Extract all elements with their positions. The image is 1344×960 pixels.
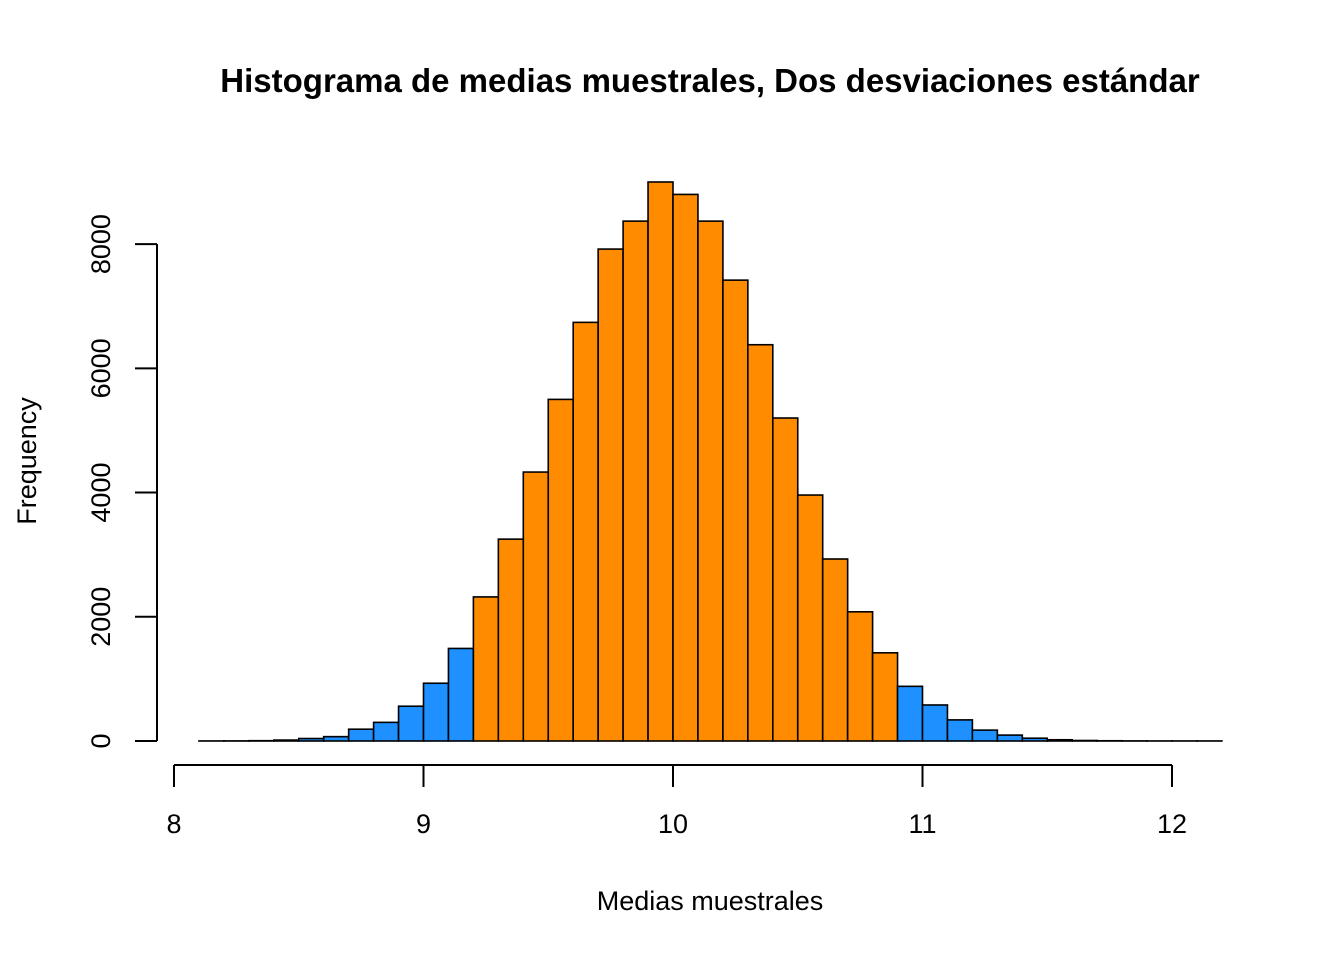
- y-axis-ticks: 0 2000 4000 6000 8000: [86, 214, 157, 749]
- histogram-bar: [1046, 738, 1074, 742]
- x-axis-label: Medias muestrales: [597, 886, 824, 916]
- histogram-bar: [846, 611, 874, 742]
- histogram-bar: [946, 719, 974, 742]
- histogram-bar: [472, 596, 500, 742]
- histogram-bar: [722, 279, 749, 742]
- histogram-bar: [522, 471, 550, 742]
- histogram-bar: [821, 558, 849, 742]
- y-tick-label: 2000: [86, 587, 116, 647]
- chart-title: Histograma de medias muestrales, Dos des…: [220, 62, 1200, 99]
- y-axis-label: Frequency: [12, 397, 42, 525]
- histogram-bar: [347, 728, 375, 742]
- histogram-bar: [672, 193, 699, 742]
- y-tick-label: 6000: [86, 338, 116, 398]
- x-tick-label: 11: [908, 809, 936, 839]
- histogram-bar: [996, 734, 1024, 742]
- histogram-bar: [647, 181, 674, 742]
- histogram-bar: [697, 220, 724, 742]
- histogram-bar: [497, 538, 525, 742]
- histogram-bar: [622, 220, 649, 742]
- histogram-bar: [322, 735, 350, 742]
- histogram-bar: [272, 739, 300, 742]
- histogram-bar: [896, 685, 924, 742]
- histogram-bar: [921, 704, 949, 742]
- histogram-bar: [297, 737, 325, 742]
- histogram-bar: [572, 321, 599, 742]
- histogram-bar: [1021, 737, 1049, 742]
- x-tick-label: 10: [658, 809, 688, 839]
- histogram-bar: [747, 343, 774, 742]
- y-tick-label: 4000: [86, 463, 116, 523]
- histogram-bars: [198, 181, 1223, 742]
- x-tick-label: 12: [1157, 809, 1187, 839]
- x-axis-ticks: 8 9 10 11 12: [166, 765, 1187, 839]
- x-tick-label: 9: [416, 809, 431, 839]
- x-tick-label: 8: [166, 809, 181, 839]
- histogram-bar: [422, 682, 450, 742]
- histogram-bar: [771, 417, 799, 742]
- histogram-bar: [547, 398, 575, 742]
- histogram-bar: [971, 729, 999, 742]
- histogram-bar: [447, 647, 475, 742]
- histogram-bar: [372, 721, 400, 742]
- histogram-bar: [796, 494, 824, 742]
- histogram-bar: [1071, 739, 1098, 742]
- histogram-bar: [871, 651, 899, 742]
- y-tick-label: 8000: [86, 214, 116, 274]
- histogram-bar: [597, 248, 624, 742]
- y-tick-label: 0: [86, 733, 116, 748]
- histogram-bar: [397, 705, 425, 742]
